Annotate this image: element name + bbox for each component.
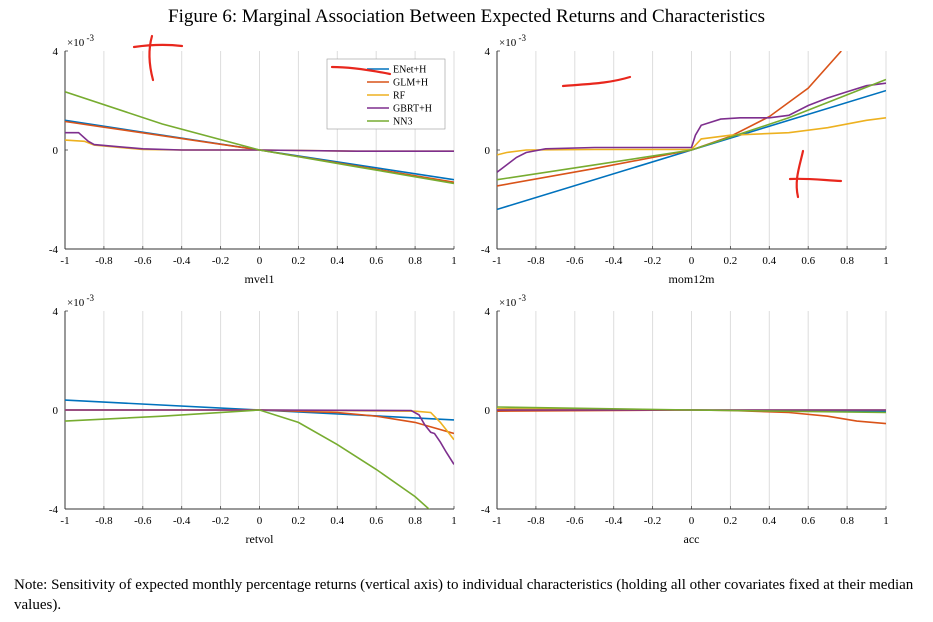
x-tick-label: 0.4 (762, 515, 776, 527)
figure-note: Note: Sensitivity of expected monthly pe… (14, 577, 914, 613)
figure-charts: -1 -0.8 -0.6 -0.4 -0.2 0 0.2 0.4 0.6 0.8 1 4 0 -4 ×10 … (49, 33, 889, 546)
series-line-rf (497, 117, 886, 156)
annotation-stroke (795, 149, 805, 199)
x-tick-label: 0.8 (408, 515, 422, 527)
x-tick-label: -0.6 (134, 255, 152, 267)
series-line-nn3 (497, 78, 886, 181)
x-tick-label: 0.6 (369, 255, 383, 267)
series-line-glm-h (497, 51, 842, 187)
x-tick-label: -0.8 (527, 515, 545, 527)
series-line-nn3 (65, 409, 431, 509)
x-tick-label: 0 (257, 255, 263, 267)
handwritten-annotations (132, 34, 843, 199)
x-axis-label: mom12m (668, 272, 715, 286)
x-tick-label: -0.4 (605, 515, 623, 527)
y-exponent-label: ×10 -3 (67, 33, 94, 49)
chart-panel-mom12m: -1 -0.8 -0.6 -0.4 -0.2 0 0.2 0.4 0.6 0.8 1 4 0 -4 ×10 … (481, 33, 889, 286)
x-tick-label: -0.4 (173, 255, 191, 267)
x-axis-label: mvel1 (245, 272, 275, 286)
x-tick-label: 0.2 (724, 515, 738, 527)
x-tick-label: 0.6 (801, 515, 815, 527)
series-line-gbrt-h (65, 409, 454, 465)
legend-label-rf: RF (393, 91, 406, 102)
x-tick-label: -0.6 (566, 255, 584, 267)
y-tick-label: -4 (49, 244, 59, 256)
x-tick-label: -0.2 (212, 515, 229, 527)
x-tick-label: 0.4 (330, 515, 344, 527)
x-tick-label: 0.6 (369, 515, 383, 527)
x-tick-label: 1 (451, 515, 457, 527)
series-line-gbrt-h (497, 82, 886, 173)
x-tick-label: 0 (689, 255, 695, 267)
x-tick-label: -0.4 (173, 515, 191, 527)
y-tick-label: 4 (53, 306, 59, 318)
chart-panel-mvel1: -1 -0.8 -0.6 -0.4 -0.2 0 0.2 0.4 0.6 0.8 1 4 0 -4 ×10 … (49, 33, 457, 286)
legend-label-enet-h: ENet+H (393, 65, 426, 76)
annotation-stroke (561, 75, 632, 88)
y-tick-label: 4 (485, 46, 491, 58)
series-line-nn3 (497, 406, 886, 414)
chart-panel-retvol: -1 -0.8 -0.6 -0.4 -0.2 0 0.2 0.4 0.6 0.8 1 4 0 -4 ×10 … (49, 293, 457, 546)
x-tick-label: -0.8 (95, 255, 113, 267)
x-axis-label: acc (684, 532, 700, 546)
x-tick-label: 0.8 (840, 515, 854, 527)
x-axis-label: retvol (246, 532, 275, 546)
x-tick-label: 0.2 (292, 515, 306, 527)
y-tick-label: -4 (49, 504, 59, 516)
annotation-stroke (788, 177, 843, 183)
chart-panel-acc: -1 -0.8 -0.6 -0.4 -0.2 0 0.2 0.4 0.6 0.8 1 4 0 -4 ×10 … (481, 293, 889, 546)
series-line-gbrt-h (65, 131, 454, 152)
x-tick-label: -0.6 (134, 515, 152, 527)
x-tick-label: 0.8 (408, 255, 422, 267)
x-tick-label: -0.2 (644, 515, 661, 527)
legend-box (326, 58, 446, 130)
y-exponent-label: ×10 -3 (67, 293, 94, 309)
x-tick-label: -0.4 (605, 255, 623, 267)
x-tick-label: 0.6 (801, 255, 815, 267)
x-tick-label: -0.8 (527, 255, 545, 267)
y-exponent-label: ×10 -3 (499, 293, 526, 309)
x-tick-label: -1 (492, 515, 501, 527)
legend-label-gbrt-h: GBRT+H (393, 104, 432, 115)
annotation-stroke (330, 65, 392, 76)
y-tick-label: 4 (485, 306, 491, 318)
y-tick-label: 4 (53, 46, 59, 58)
x-tick-label: -0.2 (644, 255, 661, 267)
x-tick-label: -0.6 (566, 515, 584, 527)
x-tick-label: -1 (492, 255, 501, 267)
x-tick-label: 0.4 (330, 255, 344, 267)
legend-label-glm-h: GLM+H (393, 78, 428, 89)
x-tick-label: 1 (883, 515, 889, 527)
legend-label-nn3: NN3 (393, 117, 412, 128)
figure-title: Figure 6: Marginal Association Between E… (168, 6, 765, 27)
x-tick-label: 0.8 (840, 255, 854, 267)
series-line-nn3 (65, 91, 454, 185)
y-tick-label: -4 (481, 504, 491, 516)
x-tick-label: -1 (60, 515, 69, 527)
x-tick-label: 0.4 (762, 255, 776, 267)
y-tick-label: 0 (485, 405, 491, 417)
x-tick-label: 0 (689, 515, 695, 527)
y-exponent-label: ×10 -3 (499, 33, 526, 49)
y-tick-label: 0 (53, 405, 59, 417)
x-tick-label: 1 (883, 255, 889, 267)
annotation-stroke (132, 43, 184, 49)
x-tick-label: -0.8 (95, 515, 113, 527)
y-tick-label: 0 (485, 145, 491, 157)
annotation-stroke (148, 34, 155, 82)
y-tick-label: -4 (481, 244, 491, 256)
x-tick-label: -0.2 (212, 255, 229, 267)
y-tick-label: 0 (53, 145, 59, 157)
x-tick-label: -1 (60, 255, 69, 267)
x-tick-label: 0.2 (724, 255, 738, 267)
x-tick-label: 0 (257, 515, 263, 527)
x-tick-label: 0.2 (292, 255, 306, 267)
x-tick-label: 1 (451, 255, 457, 267)
